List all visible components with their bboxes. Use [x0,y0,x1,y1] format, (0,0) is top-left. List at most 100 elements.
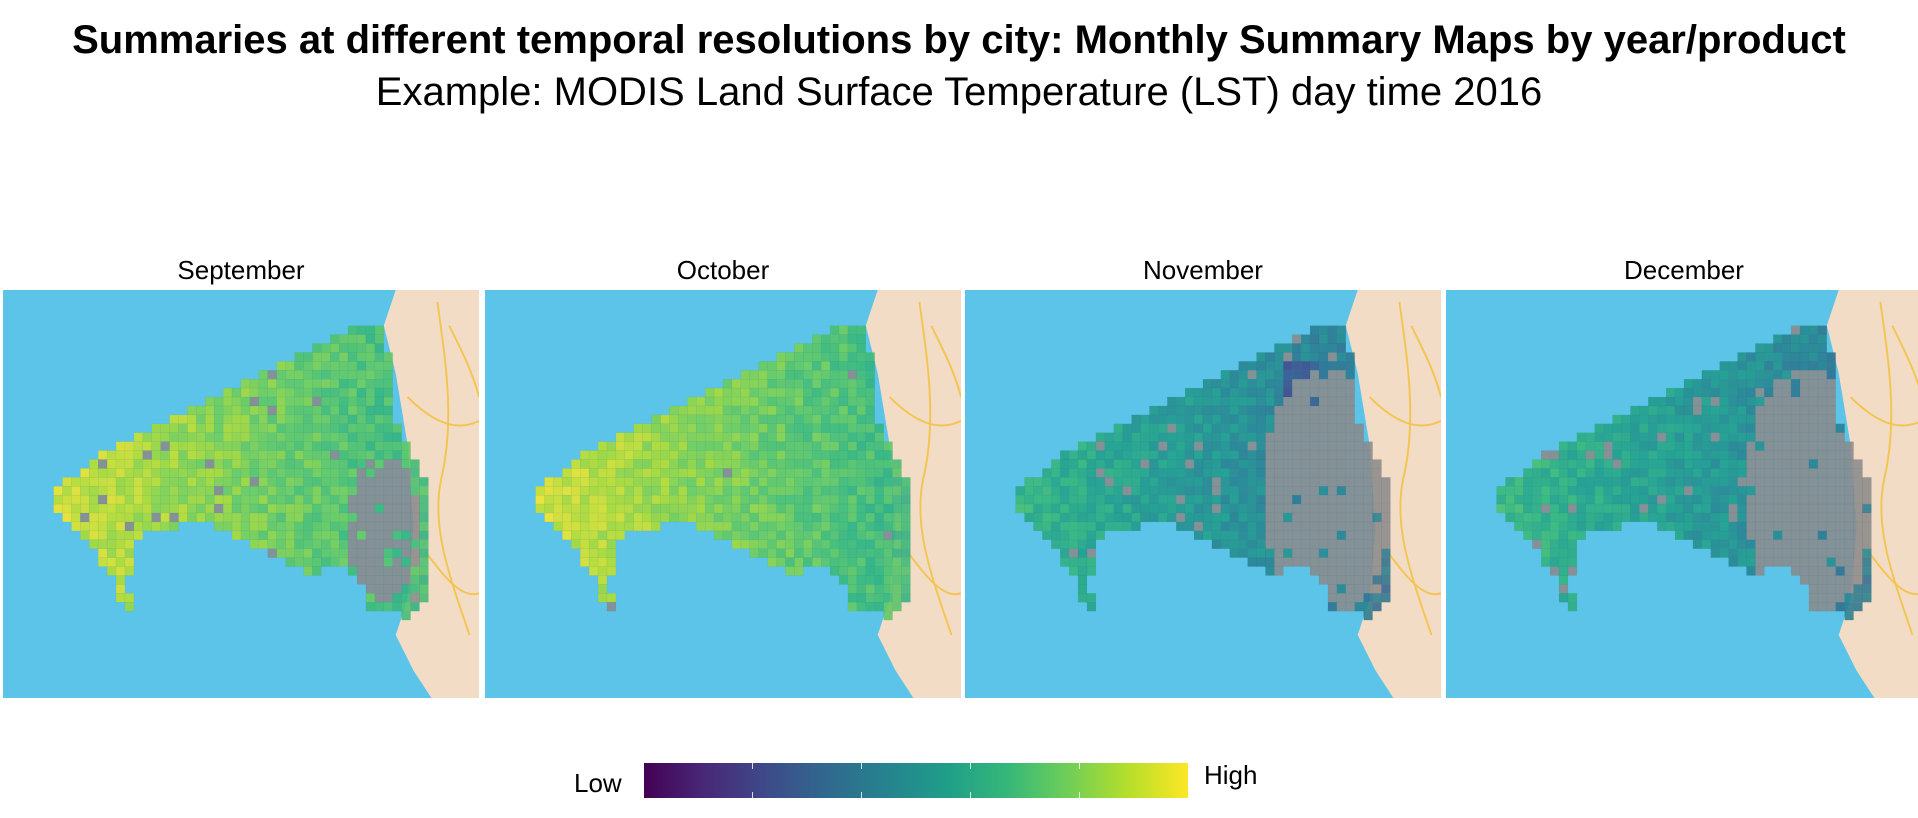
raster-cell [1077,503,1088,514]
raster-cell [1630,486,1640,496]
raster-cell [1327,593,1338,603]
raster-cell [276,378,286,389]
raster-cell [785,503,795,514]
raster-cell [1710,378,1720,389]
raster-cell [1309,396,1320,407]
raster-cell [883,459,893,469]
raster-cell [1656,441,1667,451]
raster-cell [1274,512,1284,523]
map-december [1446,290,1918,698]
raster-cell [365,432,376,442]
raster-cell [1746,352,1756,362]
raster-cell [633,441,643,451]
raster-cell [1336,423,1347,433]
raster-cell [597,575,608,585]
raster-cell [633,459,643,469]
raster-cell [1728,387,1738,398]
raster-cell [633,521,643,532]
raster-cell [1621,432,1631,442]
raster-cell [1549,503,1560,514]
raster-cell [401,503,411,514]
raster-cell [553,512,563,523]
raster-cell [1808,539,1819,549]
raster-cell [803,477,813,487]
raster-cell [651,468,661,478]
raster-cell [1327,414,1338,425]
raster-cell [847,468,858,478]
raster-cell [1701,441,1712,451]
raster-cell [1692,378,1703,389]
raster-cell [785,370,795,380]
raster-cell [838,352,849,362]
raster-cell [1059,530,1070,541]
raster-cell [794,370,804,380]
raster-cell [356,414,367,425]
raster-cell [1229,539,1239,549]
raster-cell [1710,405,1720,416]
raster-cell [856,325,867,335]
raster-cell [633,494,643,505]
raster-cell [874,593,884,603]
raster-cell [1354,450,1364,460]
land-basemap [383,290,479,698]
raster-cell [820,539,831,549]
raster-cell [1104,494,1114,505]
raster-cell [1318,387,1329,398]
raster-cell [392,423,402,433]
raster-cell [1104,450,1114,460]
raster-cell [1113,450,1123,460]
raster-cell [285,521,295,532]
raster-cell [571,530,581,541]
raster-cell [722,450,733,460]
raster-cell [401,610,411,621]
raster-cell [865,494,875,505]
raster-cell [1781,405,1792,416]
panel-label: September [177,255,305,285]
raster-cell [401,459,411,469]
raster-cell [1309,325,1320,335]
raster-cell [1345,423,1355,433]
raster-cell [794,566,804,576]
raster-cell [695,468,706,478]
raster-cell [1059,494,1070,505]
raster-cell [731,387,742,398]
raster-cell [1122,503,1132,514]
raster-cell [231,486,242,496]
raster-cell [1773,387,1783,398]
raster-cell [347,503,358,514]
raster-cell [588,486,599,496]
raster-cell [160,432,170,442]
raster-cell [1381,486,1391,496]
road-line [406,396,479,427]
raster-cell [1540,548,1551,558]
raster-cell [115,512,126,523]
road-line [1867,551,1918,596]
raster-cell [1265,396,1275,407]
raster-cell [883,512,893,523]
raster-cell [1283,557,1293,567]
raster-cell [222,459,233,469]
raster-cell [1140,423,1150,433]
raster-cell [1844,575,1854,585]
raster-cell [330,503,340,514]
raster-cell [1817,405,1828,416]
raster-cell [1764,405,1774,416]
raster-cell [312,387,322,398]
raster-cell [731,539,742,549]
raster-cell [1710,512,1720,523]
raster-cell [1799,432,1810,442]
raster-cell [1068,530,1079,541]
raster-cell [356,530,367,541]
raster-cell [365,503,376,514]
raster-cell [205,486,215,496]
raster-cell [312,396,322,407]
raster-cell [97,459,108,469]
raster-cell [240,396,251,407]
raster-cell [1710,432,1720,442]
raster-cell [1247,370,1257,380]
raster-cell [767,557,777,567]
raster-cell [410,512,420,523]
raster-cell [1710,423,1720,433]
raster-cell [865,557,875,567]
raster-cell [1523,494,1533,505]
